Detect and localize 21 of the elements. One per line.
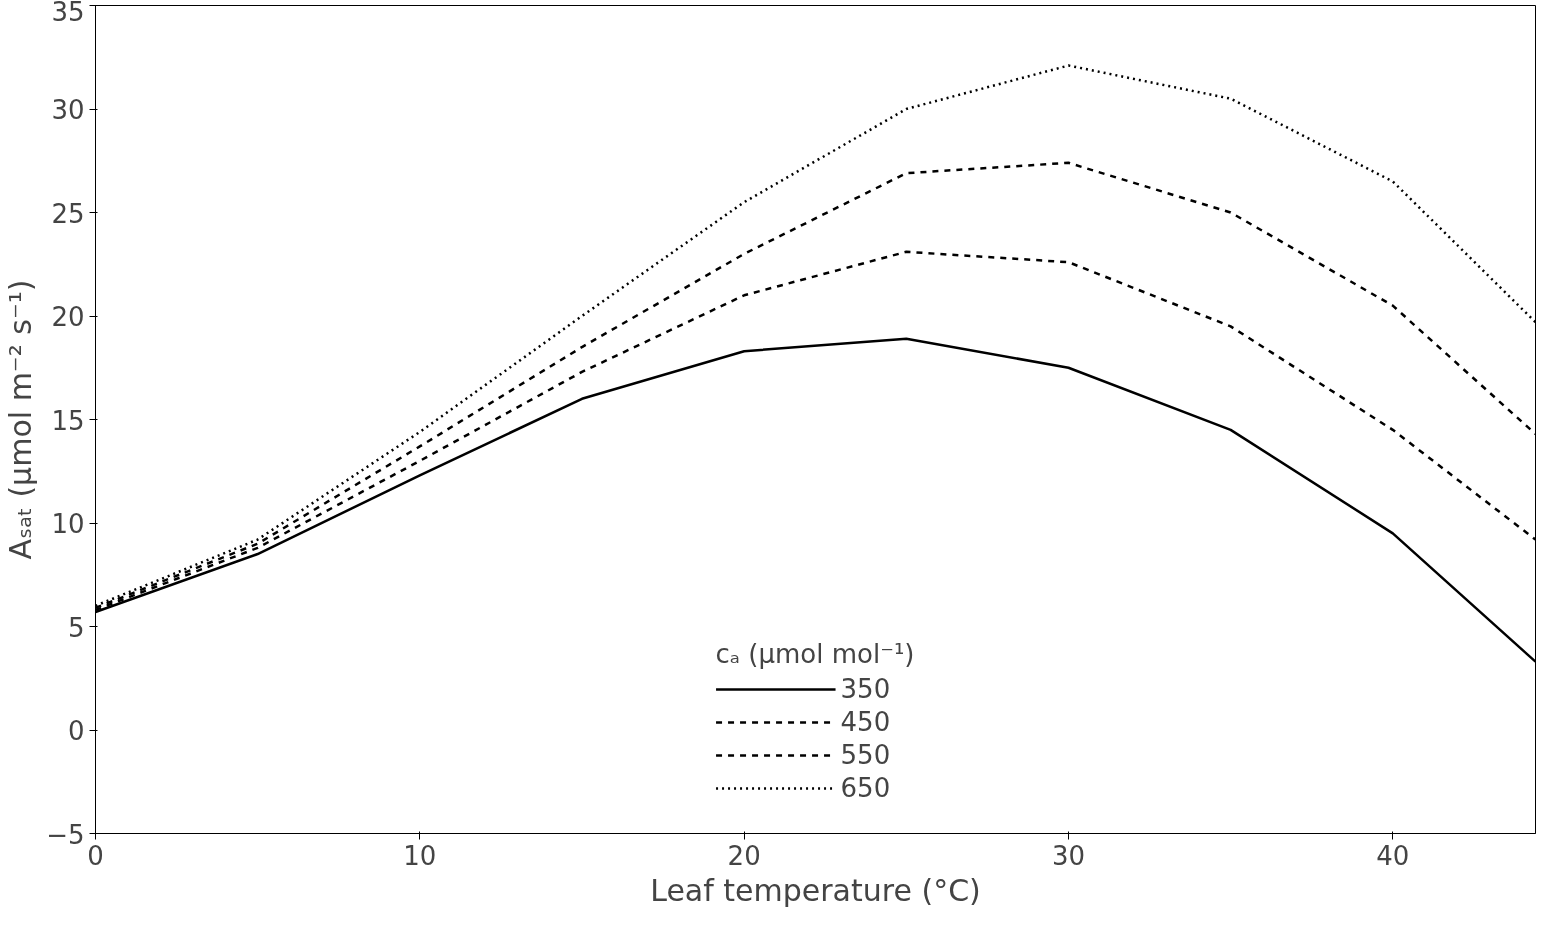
y-tick-label: 35 — [51, 0, 85, 27]
legend-label: 350 — [840, 674, 891, 704]
y-axis-title: Aₛₐₜ (µmol m⁻² s⁻¹) — [3, 279, 39, 560]
y-tick-label: 25 — [51, 198, 85, 229]
x-tick-label: 20 — [727, 840, 761, 871]
legend-label: 650 — [840, 773, 891, 803]
x-tick-label: 0 — [87, 840, 104, 871]
y-tick-label: 30 — [51, 95, 85, 125]
x-tick-label: 40 — [1376, 840, 1410, 871]
x-tick-label: 10 — [403, 840, 437, 871]
x-tick-label: 30 — [1051, 840, 1086, 871]
y-tick-label: 5 — [67, 612, 85, 643]
y-tick-label: 10 — [51, 509, 85, 539]
y-tick-label: 0 — [67, 716, 85, 746]
y-tick-label: −5 — [46, 819, 85, 850]
legend-label: 450 — [840, 707, 891, 737]
y-tick-label: 15 — [51, 405, 85, 436]
x-axis-title: Leaf temperature (°C) — [650, 872, 981, 908]
legend-title: cₐ (µmol mol⁻¹) — [715, 639, 915, 669]
y-tick-label: 20 — [51, 302, 85, 332]
legend-label: 550 — [840, 740, 891, 770]
